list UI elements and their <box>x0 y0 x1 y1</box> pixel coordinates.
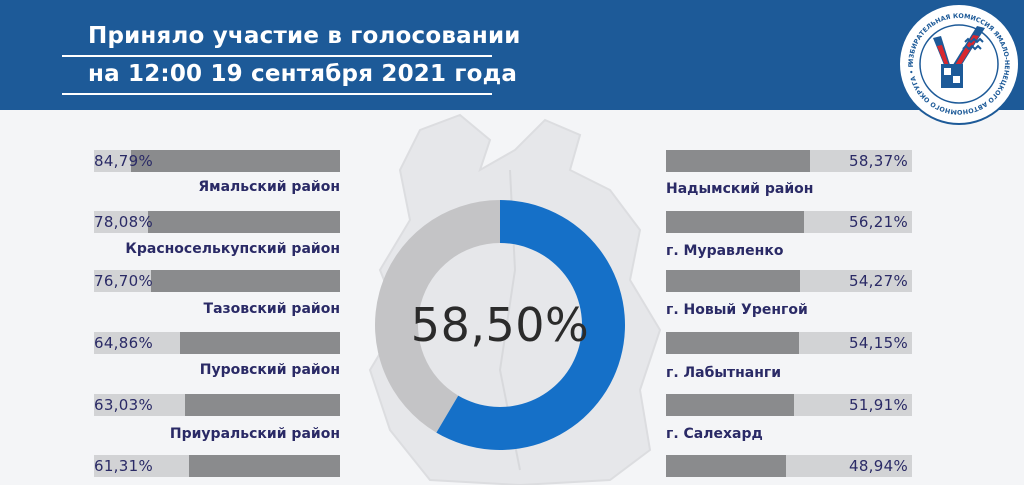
district-bar: 56,21% <box>666 211 912 233</box>
district-bar: 78,08% <box>94 211 340 233</box>
district-percent: 76,70% <box>94 272 153 290</box>
district-name: Тазовский район <box>203 301 340 317</box>
district-name: Ямальский район <box>198 179 340 195</box>
district-bar: 54,27% <box>666 270 912 292</box>
district-percent: 61,31% <box>94 457 153 475</box>
district-bar-fill <box>666 211 805 233</box>
district-bar-fill <box>131 150 340 172</box>
donut-turnout-segment <box>436 200 625 450</box>
district-percent: 54,27% <box>849 272 908 290</box>
title-underline-2 <box>62 93 492 95</box>
district-bar-fill <box>151 270 340 292</box>
district-percent: 84,79% <box>94 152 153 170</box>
district-percent: 48,94% <box>849 457 908 475</box>
district-name: г. Новый Уренгой <box>666 302 808 318</box>
district-bar-fill <box>666 394 794 416</box>
page-title-line-1: Приняло участие в голосовании <box>88 23 521 49</box>
district-name: Пуровский район <box>199 362 340 378</box>
district-bar-fill <box>147 211 340 233</box>
district-bar: 48,94% <box>666 455 912 477</box>
district-bar: 63,03% <box>94 394 340 416</box>
district-percent: 63,03% <box>94 396 153 414</box>
district-name: Красноселькупский район <box>125 241 340 257</box>
election-commission-emblem-icon: ИЗБИРАТЕЛЬНАЯ КОМИССИЯ ЯМАЛО-НЕНЕЦКОГО А… <box>893 2 1020 125</box>
district-bar: 84,79% <box>94 150 340 172</box>
district-percent: 56,21% <box>849 213 908 231</box>
district-percent: 54,15% <box>849 334 908 352</box>
district-bar-fill <box>180 332 340 354</box>
district-bar-fill <box>666 150 810 172</box>
district-name: г. Муравленко <box>666 243 784 259</box>
district-name: Приуральский район <box>169 426 340 442</box>
district-bar-fill <box>184 394 340 416</box>
district-bar: 76,70% <box>94 270 340 292</box>
district-bar: 61,31% <box>94 455 340 477</box>
district-bar: 58,37% <box>666 150 912 172</box>
district-name: г. Лабытнанги <box>666 365 782 381</box>
title-underline-1 <box>62 55 492 57</box>
district-percent: 78,08% <box>94 213 153 231</box>
district-bar-fill <box>666 270 800 292</box>
total-turnout-value: 58,50% <box>410 298 590 352</box>
district-bar-fill <box>666 455 787 477</box>
district-bar-fill <box>189 455 340 477</box>
district-percent: 64,86% <box>94 334 153 352</box>
district-name: Надымский район <box>666 181 814 197</box>
district-bar: 51,91% <box>666 394 912 416</box>
district-bar-fill <box>666 332 800 354</box>
district-bar: 54,15% <box>666 332 912 354</box>
district-percent: 58,37% <box>849 152 908 170</box>
header-banner: Приняло участие в голосовании на 12:00 1… <box>0 0 1024 110</box>
page-title-line-2: на 12:00 19 сентября 2021 года <box>88 61 518 87</box>
district-bar: 64,86% <box>94 332 340 354</box>
turnout-donut <box>375 200 625 450</box>
district-name: г. Салехард <box>666 426 763 442</box>
district-percent: 51,91% <box>849 396 908 414</box>
donut-remaining-segment <box>375 200 500 433</box>
